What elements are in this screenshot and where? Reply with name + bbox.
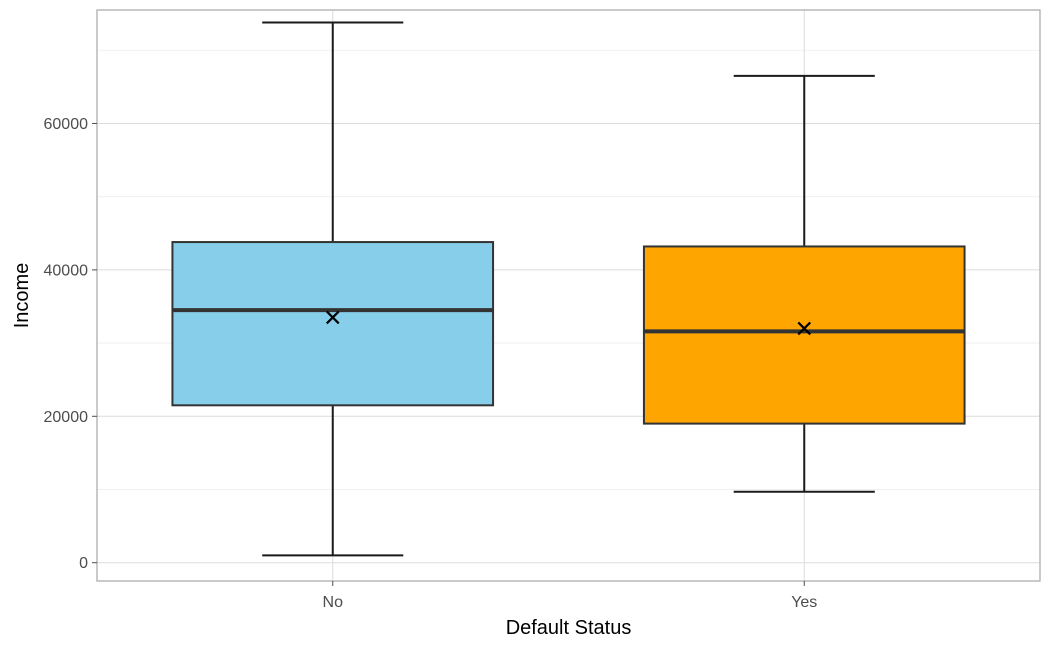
y-tick-label: 40000 [44,262,89,279]
box-body [171,241,495,407]
x-axis-title: Default Status [506,617,632,639]
y-axis-title: Income [11,263,33,329]
mean-marker [797,321,812,336]
y-tick-label: 0 [79,555,88,572]
x-tick-label: No [323,594,344,611]
box-body [642,245,966,425]
axes: 0 20000 40000 60000 No Yes [44,116,818,611]
y-tick-label: 60000 [44,116,89,133]
box-no [171,21,495,557]
mean-marker [325,310,340,325]
y-tick-label: 20000 [44,409,89,426]
plot-border [96,9,1041,582]
box-yes [642,74,966,493]
boxes [171,21,966,557]
x-tick-label: Yes [791,594,817,611]
